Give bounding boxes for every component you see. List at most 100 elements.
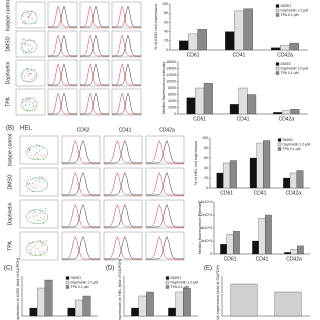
x-tick-label: CD42a — [286, 256, 302, 262]
legend-label: DMSO — [283, 138, 294, 142]
bar — [296, 170, 304, 189]
flow-dot — [24, 50, 26, 52]
flow-dot — [27, 182, 29, 184]
flow-gate — [20, 97, 38, 112]
flow-plot — [61, 199, 101, 229]
flow-dot — [44, 216, 46, 217]
flow-dot — [30, 15, 31, 16]
flow-dot — [29, 103, 30, 105]
flow-dot — [30, 101, 32, 103]
flow-plot — [47, 88, 78, 116]
flow-plot — [79, 1, 110, 29]
bar — [280, 45, 290, 51]
flow-dot — [22, 69, 24, 71]
flow-dot — [42, 244, 43, 246]
flow-dot — [33, 107, 35, 108]
bar — [290, 248, 298, 255]
y-tick-label: 4000 — [168, 99, 176, 103]
legend-label: Daphnetin 1.0 μM — [281, 66, 309, 70]
flow-plot — [145, 199, 185, 229]
bar — [223, 162, 231, 189]
bar — [230, 283, 258, 317]
flow-histogram — [112, 92, 141, 115]
row-label: Isotype control — [5, 0, 11, 31]
flow-histogram — [80, 34, 109, 57]
y-axis-label: Median fluorescence intensity — [161, 62, 166, 115]
flow-gate — [26, 145, 48, 161]
bar — [274, 291, 302, 317]
y-tick-label: 60 — [164, 20, 168, 24]
flow-dot — [40, 208, 42, 210]
x-tick-label: CD41 — [254, 190, 267, 196]
flow-dot — [26, 43, 27, 45]
flow-dot — [35, 154, 37, 156]
flow-dot — [38, 154, 40, 155]
flow-dot — [33, 222, 34, 224]
flow-dot — [40, 253, 42, 255]
flow-dot — [38, 150, 40, 152]
flow-dot — [29, 252, 31, 254]
legend-swatch — [275, 62, 280, 66]
flow-dot — [30, 144, 32, 145]
flow-dot — [35, 184, 37, 186]
flow-dot — [36, 214, 37, 216]
bar — [138, 295, 147, 317]
flow-plot — [145, 167, 185, 197]
flow-histogram — [80, 63, 109, 86]
flow-histogram — [112, 5, 141, 28]
flow-dot — [27, 17, 29, 19]
flow-dot — [38, 251, 39, 253]
legend-label: Daphnetin 1.0 μM — [71, 280, 99, 284]
bar — [203, 82, 213, 115]
flow-dot — [43, 218, 45, 220]
flow-dot — [31, 11, 32, 13]
flow-dot — [27, 43, 29, 45]
bar — [283, 177, 291, 189]
flow-plot — [19, 199, 59, 229]
bar — [258, 218, 266, 255]
legend-swatch — [165, 280, 170, 285]
flow-histogram — [104, 235, 142, 260]
flow-dot — [43, 219, 44, 221]
flow-dot — [45, 208, 47, 209]
flow-histogram — [146, 139, 184, 164]
flow-dot — [34, 109, 36, 111]
y-axis-label: mRNA expression in K562 (fold of GAPDH) — [15, 257, 20, 320]
flow-dot — [35, 253, 37, 255]
flow-gate — [20, 10, 38, 25]
flow-dot — [26, 98, 27, 100]
flow-plot — [19, 231, 59, 261]
flow-dot — [44, 154, 45, 156]
flow-dot — [35, 151, 37, 153]
x-tick-label: CD42a — [286, 190, 302, 196]
flow-dot — [22, 52, 24, 54]
flow-dot — [28, 77, 30, 79]
row-label: DMSO — [7, 174, 13, 189]
row-label: Daphnetin — [7, 202, 13, 225]
flow-dot — [34, 75, 36, 77]
legend-swatch — [275, 4, 280, 8]
flow-plot — [47, 30, 78, 58]
flow-dot — [34, 105, 36, 107]
flow-dot — [34, 244, 36, 245]
legend-swatch — [275, 71, 280, 75]
bar — [289, 42, 299, 51]
flow-dot — [22, 38, 24, 40]
flow-histogram — [146, 235, 184, 260]
bar — [252, 240, 259, 255]
flow-dot — [28, 182, 30, 184]
flow-dot — [29, 97, 31, 98]
flow-dot — [32, 183, 33, 185]
flow-dot — [39, 250, 41, 251]
flow-dot — [26, 67, 27, 69]
flow-dot — [39, 240, 41, 241]
legend-swatch — [277, 138, 282, 142]
flow-dot — [23, 15, 24, 17]
flow-dot — [39, 210, 41, 212]
flow-dot — [40, 212, 41, 214]
flow-dot — [38, 240, 40, 241]
legend-label: DMSO — [71, 276, 82, 280]
flow-dot — [27, 184, 29, 186]
y-tick-label: 40 — [164, 30, 168, 34]
flow-dot — [28, 75, 29, 77]
